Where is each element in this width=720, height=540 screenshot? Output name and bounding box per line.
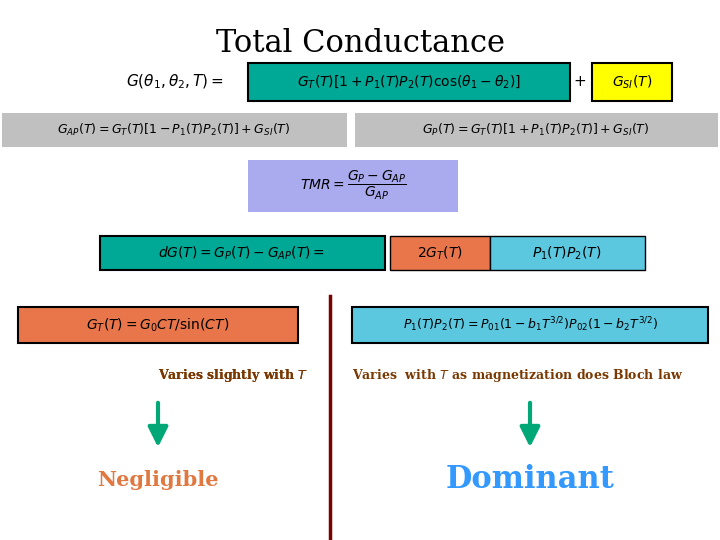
Text: $G(\theta_1,\theta_2,T)=$: $G(\theta_1,\theta_2,T)=$ <box>126 73 224 91</box>
Text: $G_P(T)=G_T(T)[1+P_1(T)P_2(T)]+G_{SI}(T)$: $G_P(T)=G_T(T)[1+P_1(T)P_2(T)]+G_{SI}(T)… <box>423 122 649 138</box>
Bar <box>18 307 298 343</box>
Text: $G_T(T)[1+P_1(T)P_2(T)\cos(\theta_1-\theta_2)]$: $G_T(T)[1+P_1(T)P_2(T)\cos(\theta_1-\the… <box>297 73 521 90</box>
Text: $P_1(T)P_2(T)=P_{01}(1-b_1T^{3/2})P_{02}(1-b_2T^{3/2})$: $P_1(T)P_2(T)=P_{01}(1-b_1T^{3/2})P_{02}… <box>402 316 657 334</box>
Bar <box>592 63 672 101</box>
Text: Dominant: Dominant <box>446 464 614 496</box>
Text: Negligible: Negligible <box>97 470 219 490</box>
Text: Varies  with $T$ as magnetization does Bloch law: Varies with $T$ as magnetization does Bl… <box>352 367 683 383</box>
Text: $P_1(T)P_2(T)$: $P_1(T)P_2(T)$ <box>532 244 602 262</box>
Bar <box>248 160 458 212</box>
Bar <box>355 113 718 147</box>
Text: $G_{AP}(T)=G_T(T)[1-P_1(T)P_2(T)]+G_{SI}(T)$: $G_{AP}(T)=G_T(T)[1-P_1(T)P_2(T)]+G_{SI}… <box>58 122 291 138</box>
Text: Varies slightly with $T$: Varies slightly with $T$ <box>158 367 308 383</box>
Text: $2G_T(T)$: $2G_T(T)$ <box>417 244 463 262</box>
Text: $G_T(T)=G_0CT/\sin(CT)$: $G_T(T)=G_0CT/\sin(CT)$ <box>86 316 230 334</box>
Text: $+$: $+$ <box>573 75 587 89</box>
Bar <box>352 307 708 343</box>
Text: Total Conductance: Total Conductance <box>215 28 505 59</box>
Bar <box>100 236 385 270</box>
Bar <box>248 63 570 101</box>
Text: $dG(T)=G_P(T)-G_{AP}(T)=$: $dG(T)=G_P(T)-G_{AP}(T)=$ <box>158 244 325 262</box>
Bar <box>490 236 645 270</box>
Bar <box>390 236 490 270</box>
Text: Varies slightly with $T$: Varies slightly with $T$ <box>158 367 308 383</box>
Text: $G_{SI}(T)$: $G_{SI}(T)$ <box>612 73 652 91</box>
Bar <box>2 113 347 147</box>
Text: $TMR=\dfrac{G_P-G_{AP}}{G_{AP}}$: $TMR=\dfrac{G_P-G_{AP}}{G_{AP}}$ <box>300 168 406 201</box>
